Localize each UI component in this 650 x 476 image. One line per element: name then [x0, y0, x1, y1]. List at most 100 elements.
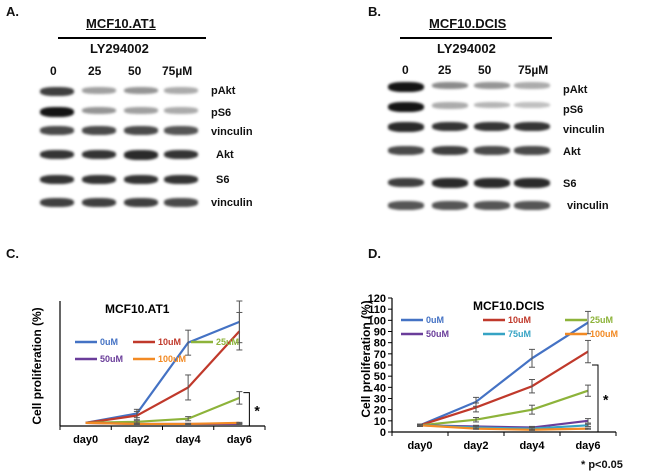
blot-band [474, 122, 510, 132]
blot-band [388, 146, 424, 155]
blot-band [40, 150, 74, 160]
blot-band [124, 150, 158, 160]
western-blot-b [388, 78, 553, 213]
blot-title-b: MCF10.DCIS [429, 16, 507, 31]
y-tick-label: 10 [374, 416, 386, 428]
blot-band [164, 150, 198, 160]
blot-band [474, 82, 510, 89]
x-tick-label: day2 [463, 440, 488, 452]
blot-drug-a: LY294002 [90, 41, 149, 56]
x-tick-label: day4 [519, 440, 545, 452]
legend-label: 25uM [216, 337, 239, 347]
chart-ylabel: Cell proliferation (%) [30, 307, 44, 424]
conc-label: 25 [88, 64, 102, 78]
band-label: pS6 [563, 104, 584, 116]
blot-band [40, 175, 74, 185]
series-line [419, 321, 589, 427]
series-line [85, 421, 240, 426]
blot-band [164, 126, 198, 135]
y-tick-label: 30 [374, 394, 386, 406]
band-label: vinculin [567, 200, 609, 212]
blot-band [82, 150, 116, 160]
x-tick-label: day0 [73, 434, 98, 446]
y-tick-label: 50 [374, 371, 386, 383]
y-tick-label: 60 [374, 360, 386, 372]
blot-band [40, 126, 74, 135]
blot-band [474, 146, 510, 155]
blot-band [82, 87, 116, 94]
band-label: S6 [216, 174, 230, 186]
blot-band [432, 146, 468, 155]
blot-band [388, 122, 424, 132]
blot-band [388, 102, 424, 112]
x-tick-label: day4 [176, 434, 202, 446]
blot-band [514, 201, 550, 210]
blot-band [432, 82, 468, 90]
band-label: pS6 [211, 107, 232, 119]
chart-ylabel: Cell proliferation (%) [359, 300, 373, 417]
blot-band [164, 107, 198, 114]
chart-title: MCF10.DCIS [473, 299, 544, 313]
blot-band [124, 198, 158, 207]
significance-star: * [603, 392, 609, 408]
drug-underline-a [58, 37, 206, 39]
x-tick-label: day6 [227, 434, 252, 446]
blot-band [124, 175, 158, 185]
panel-letter-b: B. [368, 4, 381, 19]
blot-band [82, 126, 116, 135]
panel-letter-a: A. [6, 4, 19, 19]
significance-footnote: * p<0.05 [581, 459, 623, 471]
legend-label: 100uM [158, 354, 186, 364]
significance-bracket [243, 392, 250, 427]
blot-band [388, 82, 424, 92]
chart-c: Cell proliferation (%) MCF10.AT1 day0 day… [30, 300, 266, 446]
band-label: S6 [563, 178, 577, 190]
blot-drug-b: LY294002 [437, 41, 496, 56]
blot-band [432, 102, 468, 109]
blot-band [82, 198, 116, 207]
y-tick-label: 110 [368, 304, 386, 316]
conc-label: 75µM [162, 64, 193, 78]
chart-title: MCF10.AT1 [105, 302, 170, 316]
y-tick-label: 40 [374, 382, 386, 394]
x-tick-label: day6 [575, 440, 600, 452]
blot-band [164, 175, 198, 185]
band-label: pAkt [211, 85, 236, 97]
legend-label: 50uM [100, 354, 123, 364]
blot-band [164, 198, 198, 207]
y-tick-label: 90 [374, 327, 386, 339]
blot-band [40, 198, 74, 207]
drug-underline-b [400, 37, 552, 39]
blot-band [388, 178, 424, 187]
legend-label: 50uM [426, 329, 449, 339]
band-label: vinculin [563, 124, 605, 136]
conc-label: 0 [402, 63, 409, 77]
band-label: vinculin [211, 126, 253, 138]
y-tick-label: 70 [374, 349, 386, 361]
blot-band [82, 175, 116, 185]
blot-band [124, 107, 158, 114]
conc-label: 0 [50, 64, 57, 78]
series-line [419, 424, 589, 431]
band-label: pAkt [563, 84, 588, 96]
series-line [419, 350, 589, 427]
blot-band [514, 146, 550, 155]
blot-band [432, 122, 468, 132]
legend-label: 100uM [590, 329, 618, 339]
y-tick-label: 80 [374, 338, 386, 350]
panel-letter-c: C. [6, 246, 19, 261]
blot-title-a: MCF10.AT1 [86, 16, 156, 31]
blot-band [514, 122, 550, 132]
blot-band [474, 102, 510, 109]
series-line [419, 389, 589, 427]
blot-band [124, 126, 158, 135]
blot-band [474, 178, 510, 188]
panel-letter-d: D. [368, 246, 381, 261]
blot-band [40, 87, 74, 96]
legend-label: 0uM [426, 315, 444, 325]
conc-label: 50 [128, 64, 142, 78]
y-tick-label: 100 [368, 315, 386, 327]
significance-bracket [592, 364, 599, 433]
band-label: vinculin [211, 197, 253, 209]
blot-band [432, 201, 468, 210]
